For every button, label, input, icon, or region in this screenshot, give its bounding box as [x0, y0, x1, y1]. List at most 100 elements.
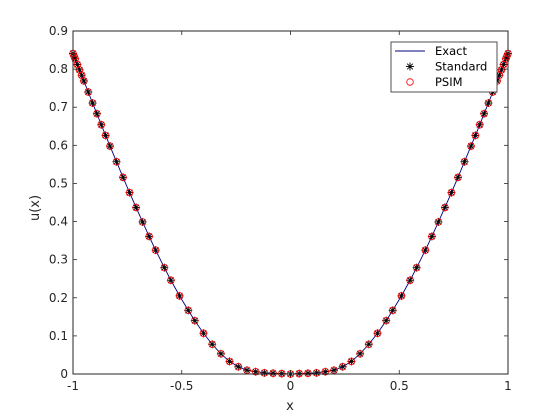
psim-point [312, 369, 321, 377]
psim-point [160, 263, 169, 272]
psim-point [373, 329, 382, 337]
standard-point [145, 232, 154, 241]
standard-point [453, 173, 462, 182]
psim-point [406, 276, 414, 284]
standard-point [338, 362, 347, 371]
psim-point [199, 329, 208, 337]
psim-point [88, 99, 97, 107]
standard-point [175, 291, 184, 300]
standard-point [79, 76, 88, 85]
standard-point [388, 306, 397, 315]
psim-point [208, 340, 216, 348]
y-tick-label: 0.5 [49, 176, 68, 190]
psim-point [480, 109, 488, 118]
axis-ticks: -1 -0.5 0 0.5 1 0 0.1 0.2 0.3 0.4 0.5 0.6 0.7 0.8 0.9 [49, 24, 512, 393]
standard-point [475, 120, 484, 129]
standard-point [303, 369, 312, 378]
standard-point [243, 366, 251, 375]
legend-label: PSIM [435, 75, 463, 89]
x-tick-label: -0.5 [170, 379, 193, 393]
standard-point [434, 217, 443, 226]
x-tick-label: -1 [67, 379, 79, 393]
psim-point [167, 276, 175, 284]
standard-point [251, 367, 260, 376]
y-tick-label: 0 [60, 367, 68, 381]
standard-point [427, 232, 436, 241]
psim-point [304, 369, 312, 377]
standard-point [199, 329, 208, 338]
standard-point [480, 109, 489, 118]
standard-point [412, 263, 421, 272]
psim-point [441, 203, 449, 212]
psim-point [434, 218, 443, 226]
psim-point [243, 366, 251, 374]
psim-point [191, 316, 199, 325]
standard-point [447, 188, 456, 197]
standard-point [125, 188, 134, 197]
psim-point [112, 158, 121, 166]
psim-point [84, 88, 92, 96]
standard-point [119, 173, 128, 182]
y-tick-label: 0.7 [49, 100, 68, 114]
psim-point [471, 131, 480, 140]
standard-point [105, 142, 114, 151]
standard-point [151, 246, 160, 255]
psim-point [234, 363, 242, 371]
psim-point [421, 246, 430, 254]
psim-point [260, 369, 269, 377]
legend-label: Exact [435, 44, 467, 58]
standard-point [421, 246, 430, 255]
psim-point [80, 77, 88, 85]
x-tick-label: 1 [504, 379, 512, 393]
psim-point [106, 142, 114, 150]
standard-point [330, 366, 338, 375]
y-tick-label: 0.3 [49, 253, 68, 267]
standard-point [160, 263, 169, 272]
standard-point [132, 203, 141, 212]
standard-point [234, 362, 243, 371]
psim-point [145, 232, 153, 241]
legend-asterisk-swatch [406, 62, 414, 71]
psim-point [428, 232, 436, 241]
standard-point [467, 142, 476, 151]
y-tick-label: 0.9 [49, 24, 68, 38]
standard-point [101, 131, 110, 140]
standard-point [190, 316, 199, 325]
y-tick-label: 0.6 [49, 138, 68, 152]
legend-label: Standard [435, 60, 487, 74]
y-tick-label: 0.1 [49, 329, 68, 343]
series-psim [69, 49, 512, 378]
standard-point [260, 368, 269, 377]
psim-point [389, 306, 397, 315]
standard-point [356, 349, 365, 358]
y-tick-label: 0.2 [49, 291, 68, 305]
psim-point [467, 142, 475, 150]
psim-point [460, 158, 469, 166]
psim-point [125, 188, 134, 197]
x-tick-label: 0.5 [390, 379, 409, 393]
psim-point [217, 350, 225, 358]
x-tick-label: 0 [287, 379, 295, 393]
psim-point [454, 173, 462, 182]
standard-point [484, 99, 493, 108]
y-tick-label: 0.4 [49, 215, 68, 229]
psim-point [476, 121, 484, 129]
standard-point [269, 369, 278, 378]
psim-point [184, 306, 192, 315]
standard-point [225, 357, 234, 366]
standard-point [440, 203, 449, 212]
psim-point [347, 357, 356, 366]
psim-point [225, 357, 234, 366]
psim-point [73, 60, 82, 69]
y-axis-label: u(x) [28, 195, 43, 221]
psim-point [269, 369, 277, 377]
legend-box [390, 41, 498, 93]
standard-point [92, 109, 101, 118]
standard-point [397, 291, 406, 300]
standard-point [321, 367, 330, 376]
legend-entry-exact: Exact [395, 44, 467, 58]
standard-point [382, 316, 391, 325]
psim-point [484, 99, 493, 107]
